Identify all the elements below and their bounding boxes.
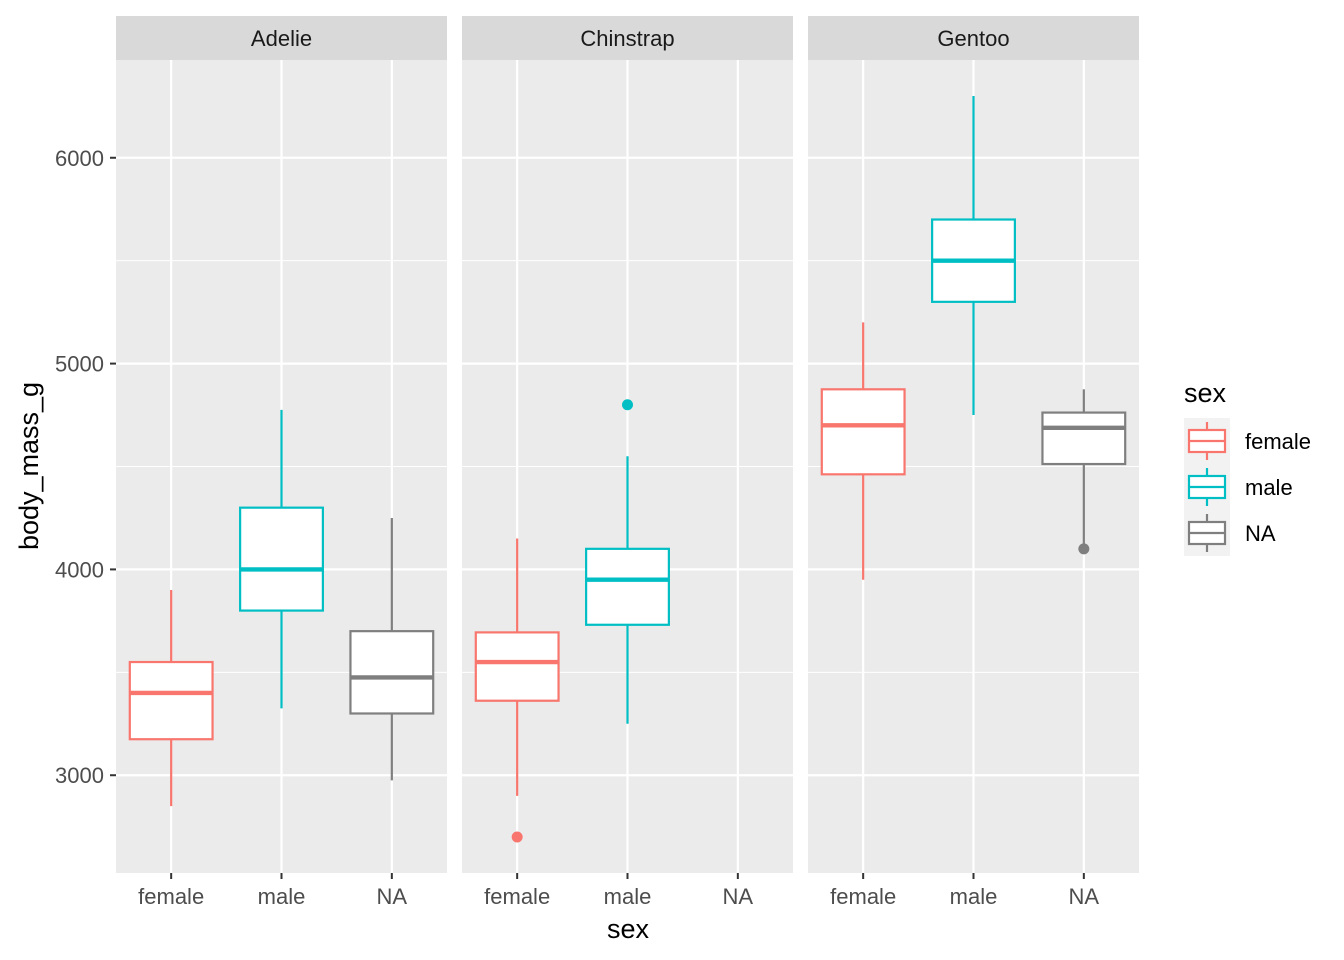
box-iqr (239, 506, 324, 612)
x-axis-title: sex (607, 914, 650, 944)
legend-entry-male: male (1184, 464, 1293, 510)
y-tick-label: 3000 (55, 763, 104, 788)
x-tick-label: NA (1069, 884, 1100, 909)
x-tick-label: female (138, 884, 204, 909)
legend-title: sex (1184, 378, 1227, 408)
legend-entry-female: female (1184, 418, 1311, 464)
box-iqr (349, 630, 435, 715)
x-tick-label: male (950, 884, 998, 909)
box-male (585, 399, 670, 724)
facet-adelie: Adelie female male NA (116, 16, 447, 909)
y-axis-title: body_mass_g (14, 382, 44, 550)
x-tick-label: male (604, 884, 652, 909)
legend-entry-na: NA (1184, 510, 1276, 556)
x-tick-label: NA (723, 884, 754, 909)
outlier-point (622, 399, 633, 411)
x-tick-label: female (484, 884, 550, 909)
box-iqr (128, 660, 214, 741)
box-male (931, 96, 1016, 416)
y-axis: 3000 4000 5000 6000 (55, 146, 116, 788)
box-iqr (474, 631, 560, 702)
box-male (239, 409, 324, 709)
box-NA (1041, 389, 1127, 555)
facet-gentoo: Gentoo female male NA (808, 16, 1139, 909)
legend-label: female (1245, 429, 1311, 454)
facet-strip-label: Adelie (251, 26, 312, 51)
box-iqr (585, 547, 670, 626)
x-tick-label: female (830, 884, 896, 909)
facet-strip (116, 16, 447, 60)
x-tick-label: male (258, 884, 306, 909)
outlier-point (1078, 543, 1090, 555)
box-NA (349, 517, 435, 781)
x-tick-label: NA (377, 884, 408, 909)
facet-strip (462, 16, 793, 60)
y-tick-label: 5000 (55, 352, 104, 377)
box-female (128, 589, 214, 807)
box-female (474, 538, 560, 843)
outlier-point (511, 831, 523, 843)
box-iqr (1041, 411, 1127, 466)
legend: sex female male NA (1184, 378, 1311, 556)
facet-strip (808, 16, 1139, 60)
legend-label: NA (1245, 521, 1276, 546)
box-iqr (820, 388, 906, 476)
legend-label: male (1245, 475, 1293, 500)
box-female (820, 322, 906, 580)
facet-strip-label: Chinstrap (580, 26, 674, 51)
y-tick-label: 4000 (55, 557, 104, 582)
y-tick-label: 6000 (55, 146, 104, 171)
facet-strip-label: Gentoo (937, 26, 1009, 51)
facet-chinstrap: Chinstrap female male NA (462, 16, 793, 909)
